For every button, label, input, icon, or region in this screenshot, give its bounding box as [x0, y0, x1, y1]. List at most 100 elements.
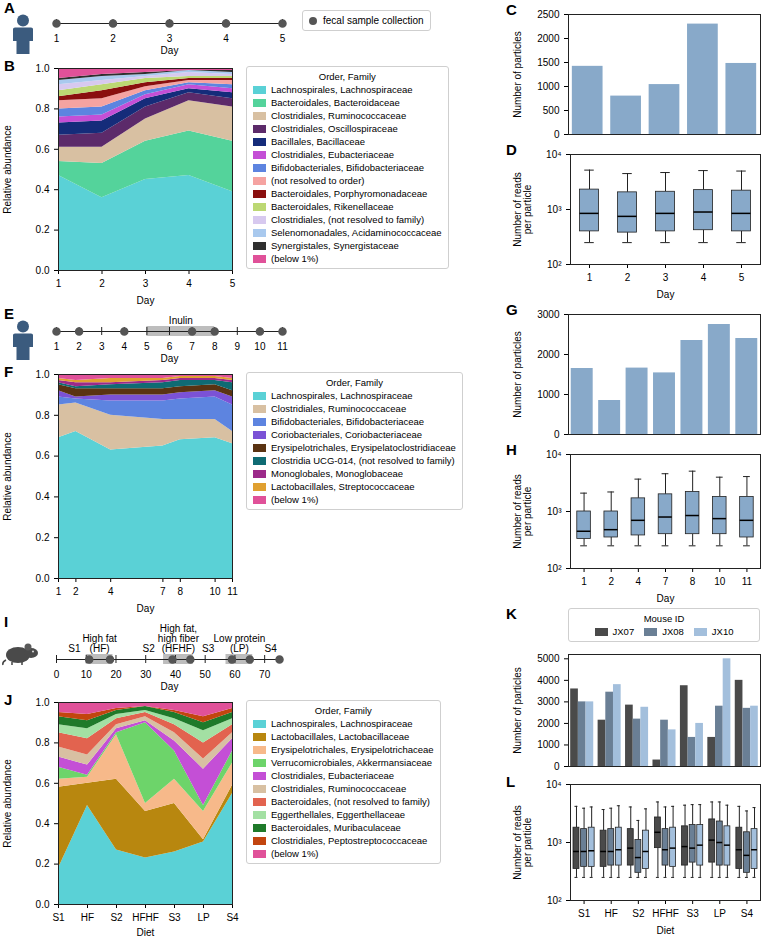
- svg-text:3: 3: [663, 272, 669, 283]
- svg-text:2: 2: [76, 341, 82, 352]
- svg-text:1: 1: [56, 278, 62, 289]
- svg-text:5000: 5000: [537, 653, 560, 664]
- svg-text:2: 2: [73, 586, 79, 597]
- svg-text:Diet: Diet: [137, 927, 155, 938]
- svg-text:10²: 10²: [547, 895, 562, 906]
- svg-text:Number of readsper particle: Number of readsper particle: [512, 805, 533, 879]
- svg-text:7: 7: [663, 576, 669, 587]
- svg-text:Number of readsper particle: Number of readsper particle: [512, 172, 533, 246]
- svg-text:4: 4: [636, 576, 642, 587]
- svg-text:Day: Day: [161, 45, 179, 56]
- svg-text:11: 11: [227, 586, 238, 597]
- svg-text:Relative abundance: Relative abundance: [2, 432, 13, 521]
- svg-text:S1: S1: [52, 912, 65, 923]
- svg-text:S2: S2: [110, 912, 123, 923]
- svg-text:4000: 4000: [537, 675, 560, 686]
- svg-text:Relative abundance: Relative abundance: [2, 759, 13, 848]
- svg-text:0.2: 0.2: [36, 532, 50, 543]
- svg-text:1: 1: [56, 586, 62, 597]
- svg-text:0: 0: [554, 129, 560, 140]
- svg-text:20: 20: [110, 669, 122, 680]
- svg-text:0.6: 0.6: [36, 144, 50, 155]
- svg-text:Number of particles: Number of particles: [512, 31, 523, 118]
- svg-text:2: 2: [110, 33, 116, 44]
- svg-text:1: 1: [581, 576, 587, 587]
- svg-text:Day: Day: [657, 593, 675, 604]
- svg-text:1: 1: [54, 33, 60, 44]
- svg-text:S1: S1: [578, 908, 591, 919]
- svg-text:8: 8: [212, 341, 218, 352]
- svg-text:Day: Day: [161, 353, 179, 364]
- svg-text:Inulin: Inulin: [169, 315, 193, 326]
- svg-text:Day: Day: [137, 295, 155, 306]
- svg-text:Number of readsper particle: Number of readsper particle: [512, 474, 533, 548]
- svg-text:2000: 2000: [537, 718, 560, 729]
- svg-text:5: 5: [144, 341, 150, 352]
- svg-text:3: 3: [143, 278, 149, 289]
- svg-text:0.8: 0.8: [36, 410, 50, 421]
- svg-text:8: 8: [178, 586, 184, 597]
- svg-text:30: 30: [140, 669, 152, 680]
- svg-text:2: 2: [625, 272, 631, 283]
- svg-text:3: 3: [167, 33, 173, 44]
- svg-text:50: 50: [200, 669, 212, 680]
- svg-text:10: 10: [254, 341, 266, 352]
- svg-text:2: 2: [99, 278, 105, 289]
- svg-text:2000: 2000: [537, 33, 560, 44]
- svg-text:HF: HF: [605, 908, 618, 919]
- svg-text:0.4: 0.4: [36, 491, 50, 502]
- svg-text:7: 7: [160, 586, 166, 597]
- svg-text:4: 4: [223, 33, 229, 44]
- svg-text:1000: 1000: [537, 81, 560, 92]
- svg-text:70: 70: [259, 669, 271, 680]
- svg-text:0.6: 0.6: [36, 778, 50, 789]
- svg-text:3: 3: [99, 341, 105, 352]
- svg-text:1.0: 1.0: [36, 697, 50, 708]
- svg-text:S3: S3: [202, 643, 215, 654]
- svg-text:S4: S4: [264, 643, 277, 654]
- svg-text:10²: 10²: [547, 259, 562, 270]
- svg-text:1500: 1500: [537, 57, 560, 68]
- svg-text:11: 11: [742, 576, 753, 587]
- svg-text:10⁴: 10⁴: [546, 449, 561, 460]
- svg-text:1000: 1000: [537, 739, 560, 750]
- svg-text:0.0: 0.0: [36, 899, 50, 910]
- svg-text:0.6: 0.6: [36, 450, 50, 461]
- svg-text:0.2: 0.2: [36, 858, 50, 869]
- svg-text:LP: LP: [197, 912, 210, 923]
- svg-text:1.0: 1.0: [36, 369, 50, 380]
- svg-text:10⁴: 10⁴: [546, 149, 561, 160]
- svg-text:10⁴: 10⁴: [546, 779, 561, 790]
- svg-text:S4: S4: [226, 912, 239, 923]
- svg-text:0.2: 0.2: [36, 224, 50, 235]
- svg-text:Day: Day: [657, 289, 675, 300]
- svg-text:S3: S3: [168, 912, 181, 923]
- svg-text:2500: 2500: [537, 9, 560, 20]
- svg-text:5: 5: [280, 33, 286, 44]
- svg-text:0.4: 0.4: [36, 184, 50, 195]
- svg-text:9: 9: [235, 341, 241, 352]
- svg-text:Day: Day: [161, 681, 179, 692]
- svg-text:10: 10: [714, 576, 726, 587]
- svg-text:10: 10: [81, 669, 93, 680]
- svg-text:10: 10: [210, 586, 222, 597]
- svg-text:Low protein(LP): Low protein(LP): [214, 633, 266, 654]
- svg-text:0.8: 0.8: [36, 737, 50, 748]
- svg-text:1: 1: [54, 341, 60, 352]
- svg-text:S1: S1: [68, 643, 81, 654]
- svg-text:0.4: 0.4: [36, 818, 50, 829]
- svg-text:Number of particles: Number of particles: [512, 331, 523, 418]
- svg-text:High fat(HF): High fat(HF): [82, 633, 117, 654]
- svg-text:10³: 10³: [547, 204, 562, 215]
- svg-text:0: 0: [54, 669, 60, 680]
- svg-text:1000: 1000: [537, 389, 560, 400]
- svg-text:5: 5: [739, 272, 745, 283]
- svg-text:4: 4: [701, 272, 707, 283]
- svg-text:Day: Day: [137, 603, 155, 614]
- svg-text:LP: LP: [714, 908, 727, 919]
- svg-text:2: 2: [608, 576, 614, 587]
- svg-text:40: 40: [170, 669, 182, 680]
- svg-text:3000: 3000: [537, 309, 560, 320]
- svg-text:Diet: Diet: [657, 925, 675, 936]
- svg-text:10³: 10³: [547, 506, 562, 517]
